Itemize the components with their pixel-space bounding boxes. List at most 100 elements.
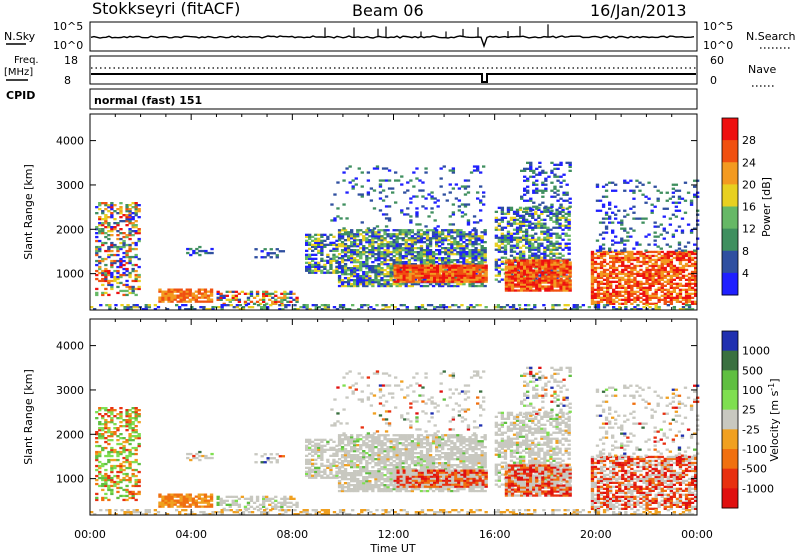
power-cell — [439, 264, 443, 267]
power-cell — [657, 278, 661, 281]
power-cell — [182, 292, 186, 295]
power-cell — [660, 298, 664, 301]
power-cell — [444, 235, 448, 238]
power-cell — [365, 267, 369, 270]
velocity-cell — [104, 480, 108, 484]
power-cell — [477, 253, 481, 256]
power-cell — [639, 284, 643, 287]
power-cell — [520, 169, 524, 172]
power-cell — [537, 236, 541, 239]
power-cell — [636, 298, 640, 301]
power-cell — [435, 233, 439, 236]
power-cell — [368, 271, 372, 274]
power-cell — [535, 279, 539, 282]
power-cell — [568, 161, 572, 164]
power-cell — [660, 262, 664, 266]
power-cell — [687, 260, 692, 264]
power-cell — [615, 286, 619, 289]
power-cell — [340, 283, 345, 286]
velocity-cell — [195, 452, 199, 456]
power-cell — [604, 225, 609, 228]
velocity-cell — [308, 440, 312, 443]
power-cell — [504, 267, 509, 270]
power-cell — [456, 245, 460, 248]
power-cell — [415, 207, 419, 210]
velocity-cell — [252, 507, 257, 510]
power-cell — [365, 263, 369, 266]
power-cell — [354, 183, 358, 186]
power-cell — [469, 276, 473, 279]
power-cell — [129, 308, 133, 311]
power-cell — [547, 279, 551, 282]
power-cell — [399, 278, 403, 281]
power-cell — [494, 262, 499, 265]
power-cell — [101, 273, 105, 277]
power-cell — [677, 201, 682, 204]
power-cell — [678, 284, 683, 287]
power-cell — [463, 193, 468, 196]
power-cell — [466, 266, 470, 269]
power-cell — [422, 259, 427, 262]
power-cell — [377, 253, 381, 256]
velocity-cell — [119, 421, 123, 424]
power-cell — [398, 247, 402, 250]
power-cell — [529, 273, 533, 276]
power-cell — [194, 298, 199, 301]
power-cell — [409, 197, 413, 200]
power-cell — [468, 243, 472, 246]
power-cell — [633, 268, 637, 272]
power-cell — [694, 264, 698, 268]
velocity-cell — [134, 431, 138, 434]
power-cell — [660, 284, 664, 287]
velocity-cell — [305, 466, 309, 469]
velocity-cell — [269, 457, 273, 460]
power-cell — [454, 278, 458, 281]
power-cell — [164, 290, 168, 293]
power-cell — [101, 293, 105, 297]
power-cell — [612, 266, 616, 270]
power-cell — [401, 263, 405, 266]
power-cell — [457, 280, 461, 283]
power-cell — [481, 280, 485, 283]
power-cell — [457, 278, 461, 281]
power-cell — [411, 280, 416, 283]
power-cell — [537, 254, 541, 257]
power-cell — [269, 256, 273, 259]
power-cell — [504, 275, 509, 278]
power-cell — [353, 267, 357, 270]
power-cell — [480, 245, 484, 248]
power-cell — [651, 250, 655, 254]
power-cell — [552, 212, 556, 215]
power-cell — [593, 268, 598, 272]
power-cell — [365, 237, 369, 240]
power-cell — [516, 285, 521, 288]
power-cell — [659, 233, 663, 236]
power-cell — [537, 256, 541, 259]
power-cell — [642, 254, 646, 258]
power-cell — [95, 212, 99, 215]
power-cell — [567, 242, 571, 245]
power-cell — [627, 300, 631, 303]
velocity-cell — [98, 429, 102, 432]
power-cell — [681, 306, 686, 309]
power-cell — [681, 252, 686, 256]
power-cell — [696, 247, 700, 250]
velocity-cell — [95, 450, 99, 454]
power-cell — [621, 256, 625, 260]
power-cell — [463, 266, 467, 269]
power-cell — [116, 234, 120, 237]
velocity-cell — [98, 476, 102, 480]
power-cell — [402, 274, 406, 277]
power-cell — [350, 255, 354, 258]
power-cell — [430, 195, 434, 198]
power-cell — [471, 261, 475, 264]
power-cell — [623, 189, 627, 192]
power-cell — [474, 231, 478, 234]
power-cell — [445, 270, 449, 273]
power-cell — [368, 241, 372, 244]
power-cell — [359, 279, 363, 282]
power-cell — [694, 274, 698, 277]
power-cell — [465, 247, 469, 250]
power-cell — [137, 239, 141, 243]
power-cell — [518, 220, 523, 223]
